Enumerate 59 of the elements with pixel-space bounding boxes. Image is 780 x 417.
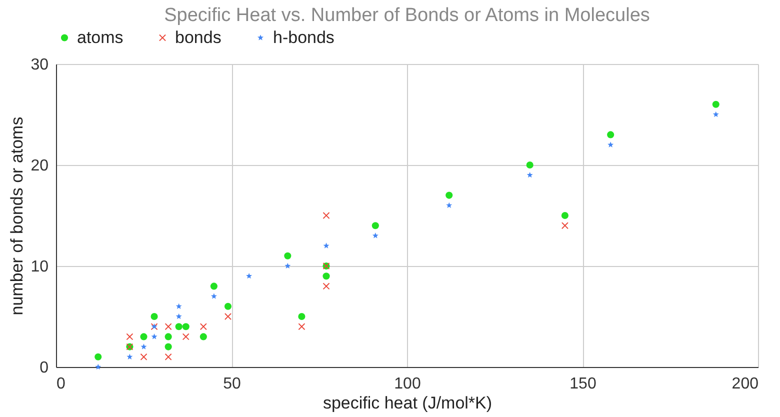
point [140, 354, 148, 360]
point [210, 293, 217, 299]
x-axis-title: specific heat (J/mol*K) [322, 394, 492, 412]
point [164, 354, 172, 360]
point [224, 313, 232, 320]
point [140, 344, 147, 350]
point [182, 323, 190, 330]
point [164, 333, 172, 340]
x-tick-label: 200 [732, 376, 759, 392]
point [151, 334, 158, 340]
point [164, 343, 172, 350]
point [322, 272, 330, 280]
y-axis-title: number of bonds or atoms [8, 116, 27, 316]
point [712, 100, 720, 108]
point [284, 262, 291, 269]
x-tick-label: 50 [223, 376, 241, 392]
x-tick-label: 100 [394, 376, 421, 392]
chart-title: Specific Heat vs. Number of Bonds or Atoms in Molecules [164, 5, 650, 26]
point [224, 302, 232, 310]
point [446, 192, 453, 199]
y-tick-label: 0 [40, 360, 49, 376]
point [126, 333, 134, 340]
point [182, 333, 190, 340]
point [562, 222, 568, 229]
point [176, 303, 182, 309]
point [164, 323, 172, 330]
point [176, 313, 182, 320]
x-tick-label: 0 [56, 376, 66, 392]
point [607, 131, 614, 138]
point [712, 111, 719, 118]
point [322, 282, 330, 290]
point [95, 364, 102, 370]
point [175, 323, 182, 330]
legend-label: bonds [175, 28, 222, 47]
point [298, 312, 306, 320]
point [372, 222, 379, 230]
point [372, 232, 378, 238]
point [126, 354, 133, 360]
point [200, 333, 207, 340]
point [140, 333, 148, 340]
point [323, 242, 330, 248]
point [200, 323, 207, 330]
point [526, 172, 533, 178]
point [284, 252, 292, 260]
point [446, 202, 452, 208]
point [526, 161, 534, 169]
point [561, 212, 568, 220]
point [150, 312, 158, 320]
point [210, 282, 218, 290]
point [298, 323, 306, 330]
legend-label: h-bonds [273, 28, 334, 47]
x-tick-label: 150 [570, 376, 596, 392]
y-tick-label: 30 [30, 56, 49, 74]
point [94, 353, 102, 360]
point [246, 272, 252, 279]
y-tick-label: 10 [30, 258, 49, 276]
legend-label: atoms [77, 28, 124, 47]
y-tick-label: 20 [30, 158, 49, 174]
point [608, 142, 614, 148]
